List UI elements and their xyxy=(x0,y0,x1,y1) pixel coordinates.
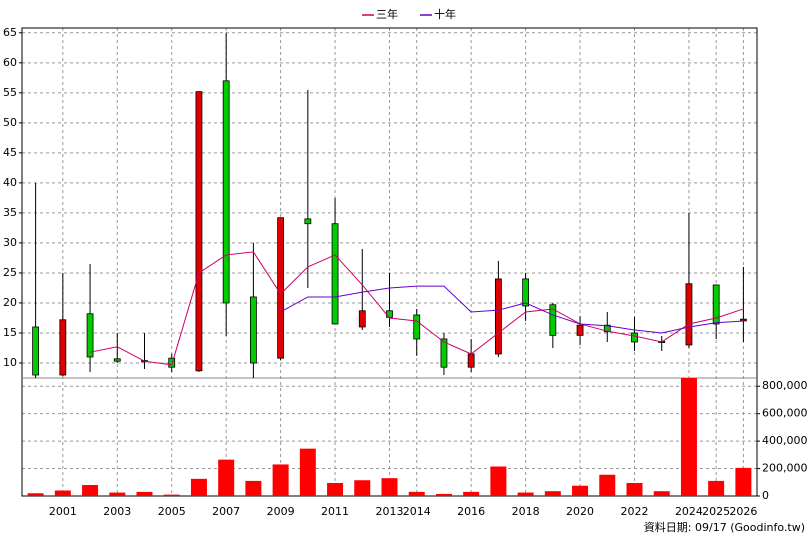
y-tick-label: 35 xyxy=(3,206,17,219)
x-tick-label: 2005 xyxy=(158,505,186,518)
volume-bar xyxy=(381,478,398,496)
volume-bar xyxy=(680,378,697,496)
x-tick-label: 2025 xyxy=(702,505,730,518)
x-tick-label: 2011 xyxy=(321,505,349,518)
x-tick-label: 2018 xyxy=(512,505,540,518)
candle-body xyxy=(86,313,94,358)
x-tick-label: 2024 xyxy=(675,505,703,518)
y-tick-label: 25 xyxy=(3,266,17,279)
volume-bar xyxy=(27,493,44,496)
candle-body xyxy=(59,319,67,376)
y2-tick-label: 600,000 xyxy=(762,407,808,420)
volume-bar xyxy=(136,491,153,496)
volume-bar xyxy=(735,467,752,496)
x-tick-label: 2016 xyxy=(457,505,485,518)
y-tick-label: 50 xyxy=(3,116,17,129)
candle-body xyxy=(440,338,448,368)
x-tick-label: 2001 xyxy=(49,505,77,518)
y-tick-label: 45 xyxy=(3,146,17,159)
volume-bar xyxy=(218,459,235,496)
footer: 資料日期: 09/17 (Goodinfo.tw) xyxy=(644,520,805,534)
y-tick-label: 55 xyxy=(3,86,17,99)
y2-tick-label: 200,000 xyxy=(762,462,808,475)
candle-body xyxy=(386,310,393,318)
candle-body xyxy=(168,357,176,368)
x-tick-label: 2022 xyxy=(621,505,649,518)
candle-body xyxy=(358,310,366,328)
x-tick-label: 2026 xyxy=(729,505,757,518)
candle-body xyxy=(249,296,257,364)
volume-bar xyxy=(653,491,670,496)
y-tick-label: 40 xyxy=(3,176,17,189)
volume-bar xyxy=(544,491,561,496)
line-series xyxy=(89,251,744,366)
y-tick-label: 15 xyxy=(3,326,17,339)
candle-body xyxy=(494,278,502,355)
x-tick-label: 2009 xyxy=(267,505,295,518)
candle-body xyxy=(113,358,121,362)
volume-bar xyxy=(490,466,507,496)
candle-body xyxy=(631,332,638,343)
x-tick-label: 2020 xyxy=(566,505,594,518)
volume-bar xyxy=(54,490,71,496)
volume-bar xyxy=(626,482,643,496)
volume-bar xyxy=(517,492,534,496)
candle-body xyxy=(467,353,475,368)
y-tick-label: 65 xyxy=(3,26,17,39)
y2-tick-label: 400,000 xyxy=(762,434,808,447)
volume-bar xyxy=(190,478,207,496)
candle-body xyxy=(32,326,40,376)
candle-body xyxy=(712,284,720,325)
volume-bar xyxy=(245,480,262,496)
x-tick-label: 2013 xyxy=(376,505,404,518)
x-tick-label: 2007 xyxy=(212,505,240,518)
volume-bar xyxy=(354,480,371,496)
y2-tick-label: 0 xyxy=(762,489,769,502)
candle-body xyxy=(195,91,203,372)
volume-bar xyxy=(163,494,180,496)
volume-bar xyxy=(463,491,480,496)
volume-bar xyxy=(708,480,725,496)
volume-bar xyxy=(82,485,99,496)
candle-body xyxy=(222,80,230,304)
line-series xyxy=(280,285,744,334)
y-tick-label: 60 xyxy=(3,56,17,69)
legend-label: 十年 xyxy=(434,7,456,21)
candle-body xyxy=(576,324,584,336)
candle-body xyxy=(277,217,285,359)
volume-bar xyxy=(272,464,289,496)
volume-bar xyxy=(599,474,616,496)
candle-body xyxy=(304,218,312,225)
candle-body xyxy=(413,314,421,340)
candle-body xyxy=(331,223,339,325)
legend-label: 三年 xyxy=(376,7,398,21)
volume-bar xyxy=(299,448,316,496)
y-tick-label: 10 xyxy=(3,356,17,369)
candle-body xyxy=(685,283,693,346)
x-tick-label: 2003 xyxy=(103,505,131,518)
x-tick-label: 2014 xyxy=(403,505,431,518)
y-tick-label: 30 xyxy=(3,236,17,249)
y-tick-label: 20 xyxy=(3,296,17,309)
volume-bar xyxy=(109,492,126,496)
y2-tick-label: 800,000 xyxy=(762,379,808,392)
volume-bar xyxy=(435,493,452,496)
volume-bar xyxy=(408,491,425,496)
volume-bar xyxy=(572,485,589,496)
candle-body xyxy=(522,278,530,307)
candle-body xyxy=(603,324,611,333)
volume-bar xyxy=(327,482,344,496)
candle-body xyxy=(549,304,557,336)
